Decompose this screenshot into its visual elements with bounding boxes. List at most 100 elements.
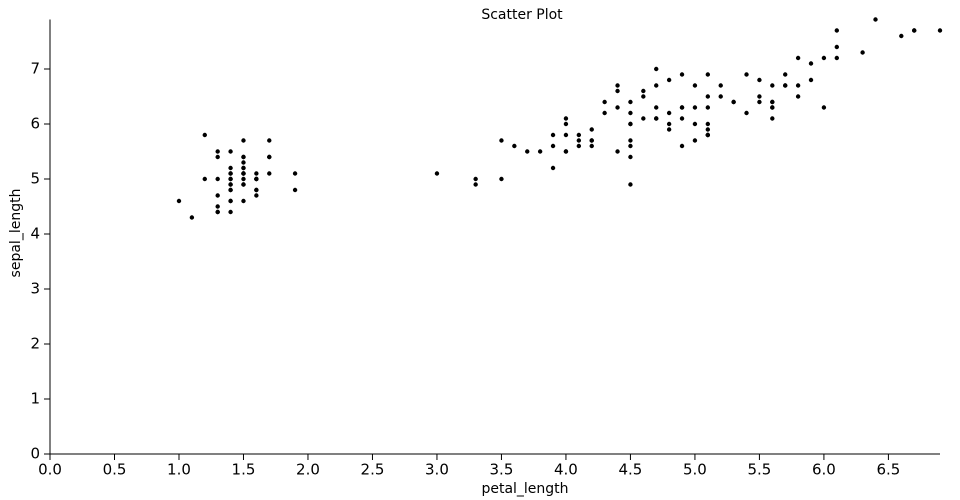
point	[628, 138, 633, 143]
point	[241, 160, 246, 165]
point	[267, 138, 272, 143]
point	[912, 28, 917, 33]
point	[228, 165, 233, 171]
point	[241, 165, 246, 171]
point	[615, 83, 620, 88]
point	[770, 116, 775, 121]
point	[267, 171, 272, 176]
point	[228, 149, 233, 154]
point	[550, 165, 556, 171]
point	[873, 17, 878, 22]
point	[757, 99, 762, 105]
point	[757, 77, 762, 83]
point	[705, 132, 711, 138]
point	[589, 143, 594, 149]
x-tick-label: 0.0	[38, 461, 62, 479]
point	[176, 198, 182, 204]
point	[563, 121, 569, 127]
x-tick-label: 1.5	[232, 461, 256, 479]
point	[292, 187, 298, 193]
point	[202, 176, 207, 182]
chart-title: Scatter Plot	[481, 7, 563, 23]
point	[215, 154, 220, 160]
point	[795, 83, 801, 88]
point	[654, 116, 659, 121]
point	[576, 132, 582, 138]
point	[228, 209, 233, 215]
point	[770, 105, 775, 110]
point	[770, 83, 775, 88]
point	[795, 94, 801, 99]
x-tick-label: 4.0	[554, 461, 578, 479]
point	[499, 176, 504, 182]
point	[731, 99, 736, 105]
point	[757, 94, 762, 99]
x-tick-label: 0.5	[103, 461, 127, 479]
x-tick-label: 3.5	[490, 461, 514, 479]
point	[576, 143, 582, 149]
point	[783, 72, 788, 77]
point	[834, 28, 840, 33]
point	[770, 99, 775, 105]
point	[718, 94, 723, 99]
x-tick-label: 6.0	[812, 461, 836, 479]
point	[525, 149, 530, 154]
point	[628, 154, 633, 160]
y-tick-label: 4	[30, 225, 40, 243]
y-tick-label: 6	[30, 115, 40, 133]
point	[628, 182, 633, 187]
point	[744, 72, 749, 77]
point	[860, 50, 865, 55]
point	[602, 99, 607, 105]
point	[228, 198, 233, 204]
y-tick-label: 1	[30, 390, 40, 408]
point	[241, 154, 246, 160]
point	[473, 182, 478, 187]
y-axis-label: sepal_length	[8, 189, 24, 278]
point	[615, 149, 620, 154]
point	[821, 105, 827, 110]
point	[834, 55, 840, 61]
point	[808, 77, 814, 83]
point	[537, 149, 543, 154]
point	[628, 121, 633, 127]
point	[563, 116, 569, 121]
point	[254, 176, 259, 182]
point	[576, 138, 582, 143]
point	[641, 88, 646, 94]
x-tick-label: 5.5	[747, 461, 771, 479]
point	[679, 72, 685, 77]
point	[666, 127, 672, 132]
point	[666, 77, 672, 83]
point	[821, 55, 827, 61]
point	[550, 132, 556, 138]
point	[215, 176, 220, 182]
point	[241, 171, 246, 176]
point	[189, 215, 195, 220]
x-axis-label: petal_length	[481, 481, 568, 497]
point	[434, 171, 440, 176]
point	[654, 83, 659, 88]
point	[654, 105, 659, 110]
point	[641, 116, 646, 121]
point	[679, 105, 685, 110]
point	[473, 176, 478, 182]
point	[254, 187, 259, 193]
point	[705, 105, 711, 110]
point	[228, 176, 233, 182]
point	[628, 110, 633, 116]
point	[692, 83, 698, 88]
x-tick-label: 2.0	[296, 461, 320, 479]
point	[654, 66, 659, 72]
point	[679, 143, 685, 149]
y-tick-label: 2	[30, 335, 40, 353]
point	[718, 83, 723, 88]
point	[254, 193, 259, 198]
point	[899, 33, 904, 39]
point	[589, 127, 594, 132]
point	[550, 143, 556, 149]
point	[705, 94, 711, 99]
point	[628, 99, 633, 105]
point	[215, 204, 220, 209]
